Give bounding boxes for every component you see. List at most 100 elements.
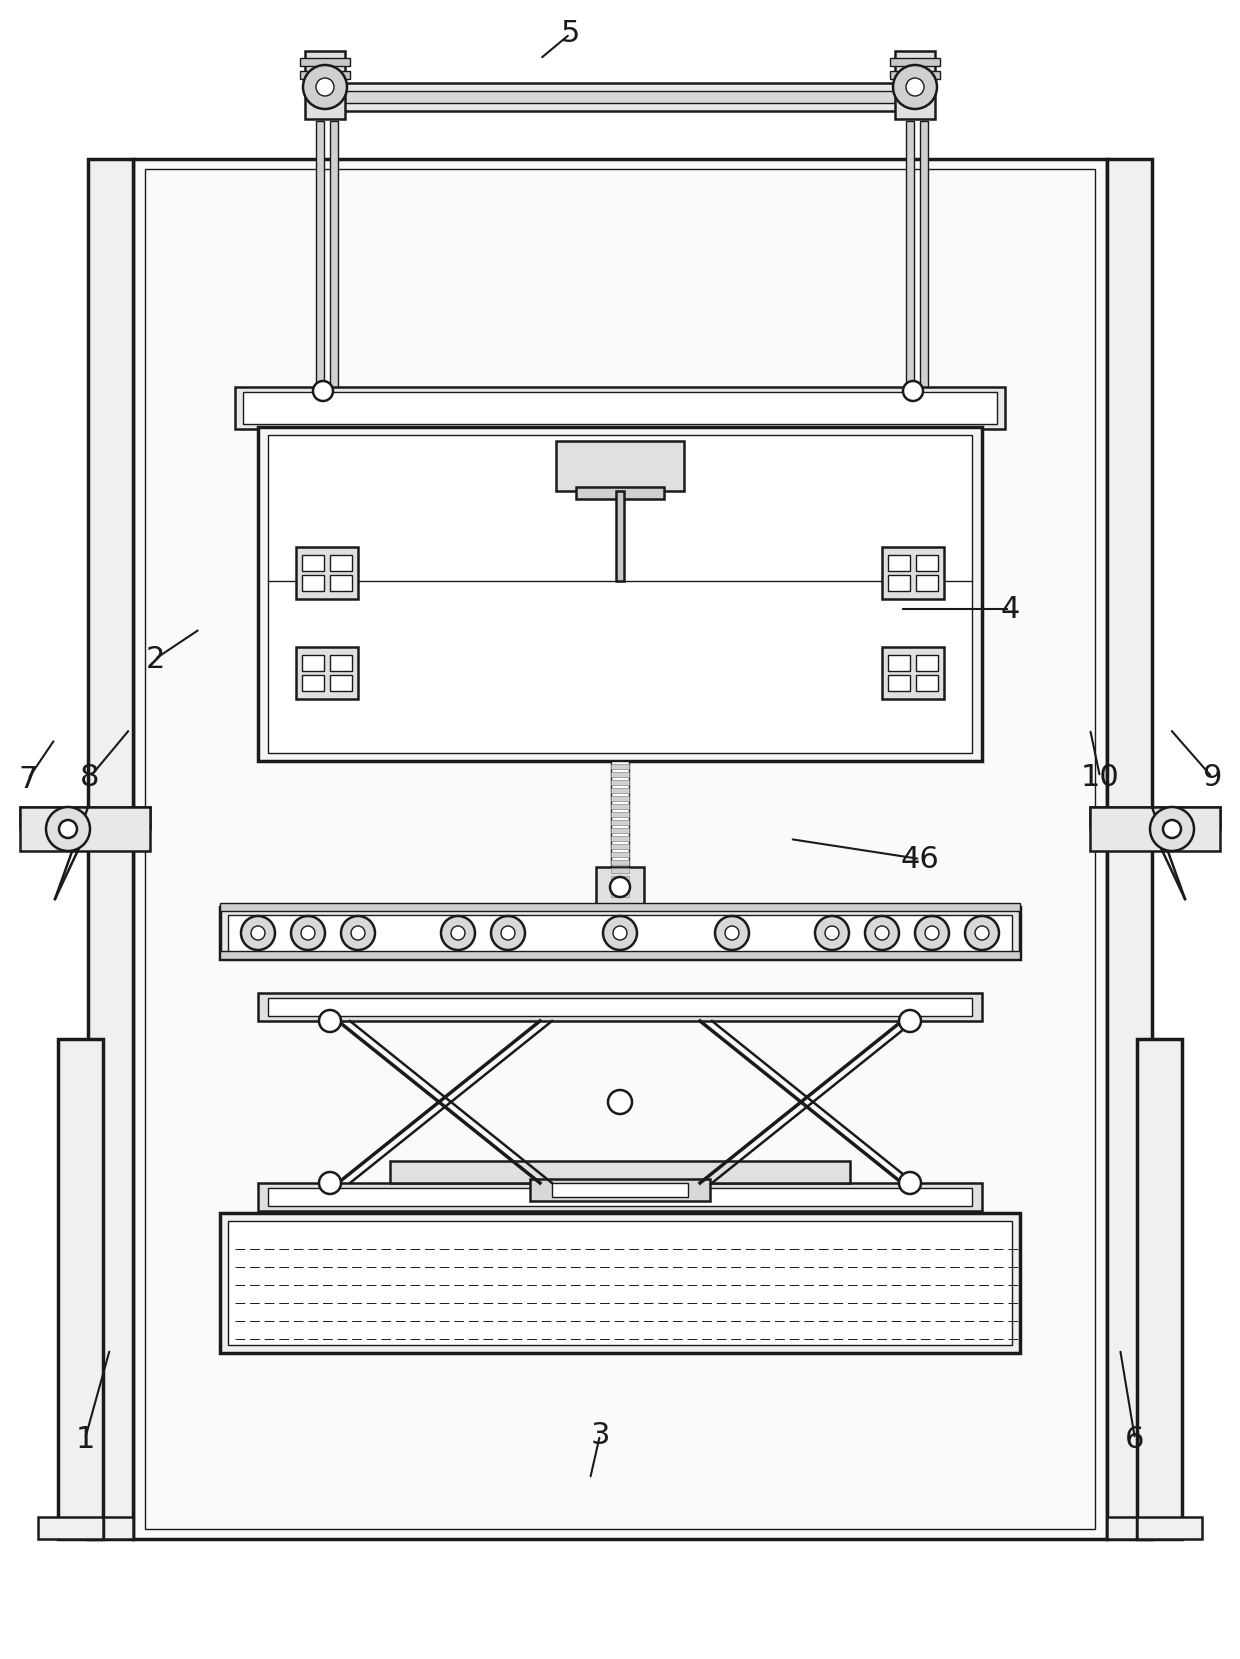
Bar (391, 1161, 849, 1183)
Circle shape (241, 916, 275, 951)
Circle shape (312, 382, 334, 401)
Circle shape (250, 926, 265, 941)
Bar (577, 488, 663, 499)
Text: 4: 4 (1001, 594, 1019, 624)
Bar (268, 435, 972, 753)
Text: 6: 6 (1126, 1425, 1145, 1453)
Circle shape (341, 916, 374, 951)
Bar (236, 387, 1004, 430)
Bar (300, 71, 350, 80)
Circle shape (319, 1010, 341, 1032)
Circle shape (825, 926, 839, 941)
Bar (888, 576, 910, 591)
Bar (611, 868, 629, 873)
Bar (258, 426, 982, 761)
Bar (882, 547, 944, 599)
Bar (611, 771, 629, 776)
Text: 2: 2 (145, 644, 165, 674)
Circle shape (303, 65, 347, 109)
Bar (268, 999, 972, 1015)
Circle shape (899, 1171, 921, 1194)
Bar (88, 159, 133, 1540)
Bar (219, 902, 1021, 911)
Bar (890, 71, 940, 80)
Bar (1137, 1516, 1202, 1540)
Bar (303, 556, 324, 571)
Text: 3: 3 (590, 1420, 610, 1450)
Text: 8: 8 (81, 763, 99, 791)
Bar (330, 675, 352, 692)
Bar (596, 868, 644, 907)
Bar (145, 169, 1095, 1530)
Circle shape (613, 926, 627, 941)
Bar (611, 853, 629, 858)
Bar (611, 893, 629, 898)
Bar (888, 675, 910, 692)
Circle shape (610, 878, 630, 898)
Bar (228, 916, 1012, 952)
Bar (611, 788, 629, 793)
Bar (611, 761, 629, 898)
Bar (219, 907, 1021, 959)
Bar (916, 556, 937, 571)
Bar (611, 844, 629, 849)
Bar (228, 1221, 1012, 1345)
Text: 7: 7 (19, 765, 37, 793)
Bar (611, 884, 629, 889)
Circle shape (491, 916, 525, 951)
Bar (296, 647, 358, 698)
Bar (296, 547, 358, 599)
Circle shape (915, 916, 949, 951)
Bar (58, 1039, 103, 1540)
Bar (556, 441, 684, 491)
Circle shape (46, 806, 91, 851)
Bar (529, 1180, 711, 1201)
Bar (616, 491, 624, 581)
Text: 1: 1 (76, 1425, 94, 1453)
Bar (895, 51, 935, 119)
Bar (219, 951, 1021, 959)
Text: 10: 10 (1080, 763, 1120, 791)
Circle shape (1163, 820, 1180, 838)
Bar (611, 780, 629, 785)
Circle shape (725, 926, 739, 941)
Circle shape (875, 926, 889, 941)
Bar (243, 392, 997, 425)
Text: 46: 46 (900, 844, 940, 874)
Bar (258, 994, 982, 1020)
Bar (611, 811, 629, 816)
Circle shape (501, 926, 515, 941)
Bar (1090, 806, 1220, 851)
Bar (611, 859, 629, 864)
Bar (611, 828, 629, 833)
Bar (1107, 1516, 1182, 1540)
Circle shape (291, 916, 325, 951)
Bar (133, 159, 1107, 1540)
Bar (317, 91, 923, 103)
Bar (920, 121, 928, 392)
Bar (303, 675, 324, 692)
Circle shape (965, 916, 999, 951)
Bar (316, 121, 324, 392)
Circle shape (903, 382, 923, 401)
Bar (906, 121, 914, 392)
Text: 9: 9 (1203, 763, 1221, 791)
Bar (303, 576, 324, 591)
Circle shape (975, 926, 990, 941)
Text: 5: 5 (560, 20, 579, 48)
Bar (1107, 159, 1152, 1540)
Circle shape (815, 916, 849, 951)
Bar (1137, 1039, 1182, 1540)
Circle shape (893, 65, 937, 109)
Bar (268, 1188, 972, 1206)
Bar (219, 1213, 1021, 1354)
Circle shape (1149, 806, 1194, 851)
Circle shape (351, 926, 365, 941)
Bar (882, 647, 944, 698)
Bar (611, 820, 629, 825)
Bar (888, 655, 910, 670)
Bar (330, 121, 339, 392)
Bar (611, 765, 629, 770)
Bar (310, 83, 930, 111)
Bar (611, 876, 629, 881)
